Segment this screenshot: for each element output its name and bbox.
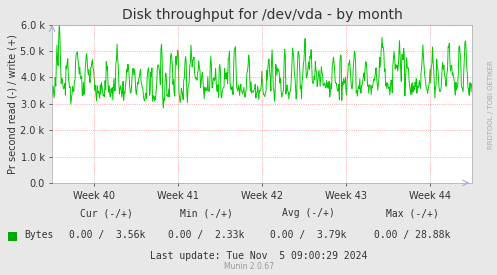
Text: 0.00 / 28.88k: 0.00 / 28.88k xyxy=(374,230,451,240)
Text: RRDTOOL / TOBI OETIKER: RRDTOOL / TOBI OETIKER xyxy=(488,60,494,149)
Text: Munin 2.0.67: Munin 2.0.67 xyxy=(224,262,273,271)
Title: Disk throughput for /dev/vda - by month: Disk throughput for /dev/vda - by month xyxy=(122,8,403,22)
Text: 0.00 /  2.33k: 0.00 / 2.33k xyxy=(168,230,245,240)
Text: 0.00 /  3.79k: 0.00 / 3.79k xyxy=(270,230,346,240)
Text: Avg (-/+): Avg (-/+) xyxy=(282,208,334,218)
Text: 0.00 /  3.56k: 0.00 / 3.56k xyxy=(69,230,145,240)
Text: Cur (-/+): Cur (-/+) xyxy=(81,208,133,218)
Text: Last update: Tue Nov  5 09:00:29 2024: Last update: Tue Nov 5 09:00:29 2024 xyxy=(150,251,367,261)
Text: Min (-/+): Min (-/+) xyxy=(180,208,233,218)
Y-axis label: Pr second read (-) / write (+): Pr second read (-) / write (+) xyxy=(7,34,17,174)
Text: Max (-/+): Max (-/+) xyxy=(386,208,439,218)
Text: Bytes: Bytes xyxy=(24,230,53,240)
